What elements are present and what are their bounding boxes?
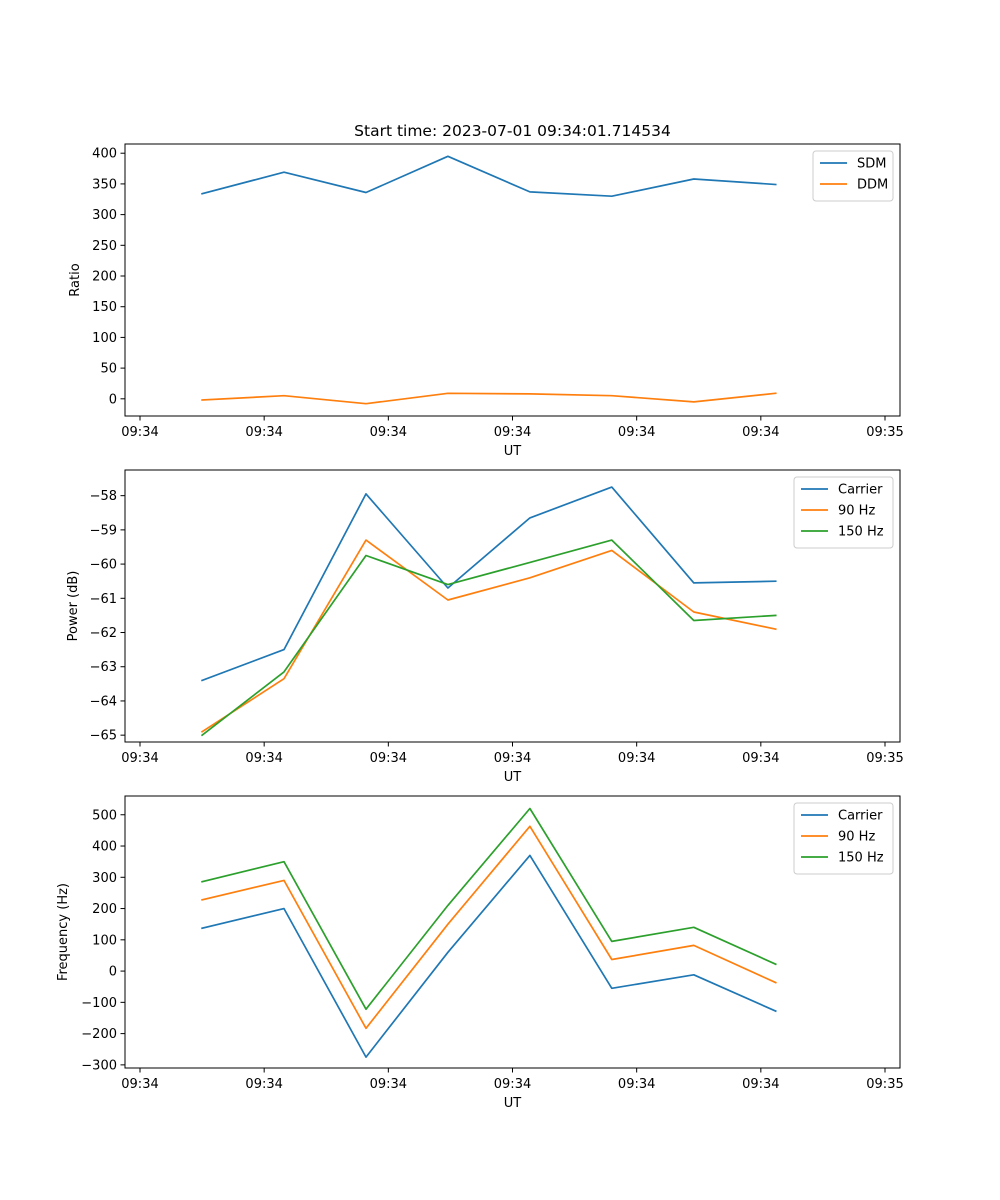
- series-line-90-hz: [200, 539, 777, 733]
- x-tick-label: 09:35: [866, 425, 903, 440]
- x-axis-label: UT: [504, 1096, 522, 1111]
- legend-label: Carrier: [838, 809, 883, 824]
- y-tick-label: 350: [92, 177, 117, 192]
- x-tick-label: 09:34: [370, 425, 407, 440]
- y-tick-label: 50: [100, 362, 117, 377]
- x-axis-label: UT: [504, 444, 522, 459]
- y-tick-label: −300: [81, 1058, 117, 1073]
- y-tick-label: −65: [90, 729, 117, 744]
- legend-label: SDM: [857, 157, 886, 172]
- y-tick-label: 0: [109, 965, 117, 980]
- chart-panel-2: 09:34 09:34 09:34 09:34 09:34 09:34 09:35 −65 −6…: [66, 469, 904, 785]
- y-tick-label: −60: [90, 558, 117, 573]
- axes-frame: [124, 795, 901, 1069]
- legend: Carrier 90 Hz 150 Hz: [793, 802, 894, 875]
- y-tick-label: 250: [92, 239, 117, 254]
- x-axis-label: UT: [504, 770, 522, 785]
- y-tick-label: 200: [92, 270, 117, 285]
- x-tick-label: 09:35: [866, 1077, 903, 1092]
- x-tick-label: 09:34: [618, 425, 655, 440]
- y-tick-label: −200: [81, 1027, 117, 1042]
- y-tick-label: −63: [90, 660, 117, 675]
- y-tick-label: −59: [90, 523, 117, 538]
- x-tick-label: 09:34: [618, 1077, 655, 1092]
- y-tick-label: 150: [92, 300, 117, 315]
- legend: Carrier 90 Hz 150 Hz: [793, 476, 894, 549]
- panels: 09:34 09:34 09:34 09:34 09:34 09:34 09:35 0 50 10…: [56, 143, 904, 1111]
- y-tick-label: −61: [90, 592, 117, 607]
- y-axis-label: Frequency (Hz): [56, 883, 71, 981]
- series-line-150-hz: [201, 807, 777, 1011]
- series-line-90-hz: [201, 825, 777, 1030]
- axes-frame: [124, 143, 901, 417]
- series-line-sdm: [201, 155, 777, 198]
- x-tick-label: 09:34: [121, 1077, 158, 1092]
- series-line-carrier: [201, 486, 777, 682]
- x-tick-label: 09:34: [494, 1077, 531, 1092]
- series-line-ddm: [201, 392, 777, 405]
- y-tick-label: 100: [92, 933, 117, 948]
- y-tick-label: −62: [90, 626, 117, 641]
- y-axis-label: Power (dB): [66, 571, 81, 642]
- x-tick-label: 09:34: [742, 425, 779, 440]
- x-tick-label: 09:35: [866, 751, 903, 766]
- y-tick-label: 400: [92, 147, 117, 162]
- y-tick-label: −58: [90, 489, 117, 504]
- x-tick-label: 09:34: [121, 425, 158, 440]
- legend-label: DDM: [857, 178, 888, 193]
- figure-title: Start time: 2023-07-01 09:34:01.714534: [354, 122, 671, 140]
- series-line-150-hz: [200, 539, 777, 737]
- y-tick-label: 100: [92, 331, 117, 346]
- chart-panel-3: 09:34 09:34 09:34 09:34 09:34 09:34 09:35 −300 −…: [56, 795, 904, 1111]
- legend-label: 150 Hz: [838, 525, 884, 540]
- x-tick-label: 09:34: [742, 751, 779, 766]
- x-tick-label: 09:34: [742, 1077, 779, 1092]
- y-tick-label: 200: [92, 902, 117, 917]
- y-tick-label: 500: [92, 808, 117, 823]
- y-tick-label: −64: [90, 694, 117, 709]
- y-tick-label: 300: [92, 871, 117, 886]
- x-tick-label: 09:34: [245, 425, 282, 440]
- series-line-carrier: [201, 854, 777, 1058]
- legend: SDM DDM: [812, 150, 894, 202]
- x-tick-label: 09:34: [618, 751, 655, 766]
- y-tick-label: 0: [109, 392, 117, 407]
- x-tick-label: 09:34: [245, 751, 282, 766]
- y-tick-label: 300: [92, 208, 117, 223]
- x-tick-label: 09:34: [245, 1077, 282, 1092]
- axes-frame: [124, 469, 901, 743]
- x-tick-label: 09:34: [494, 751, 531, 766]
- legend-label: 150 Hz: [838, 851, 884, 866]
- legend-label: 90 Hz: [838, 504, 875, 519]
- x-tick-label: 09:34: [121, 751, 158, 766]
- x-tick-label: 09:34: [494, 425, 531, 440]
- legend-label: Carrier: [838, 483, 883, 498]
- x-tick-label: 09:34: [370, 751, 407, 766]
- x-tick-label: 09:34: [370, 1077, 407, 1092]
- y-tick-label: −100: [81, 996, 117, 1011]
- legend-label: 90 Hz: [838, 830, 875, 845]
- chart-panel-1: 09:34 09:34 09:34 09:34 09:34 09:34 09:35 0 50 10…: [68, 143, 904, 459]
- y-tick-label: 400: [92, 840, 117, 855]
- y-axis-label: Ratio: [68, 263, 83, 296]
